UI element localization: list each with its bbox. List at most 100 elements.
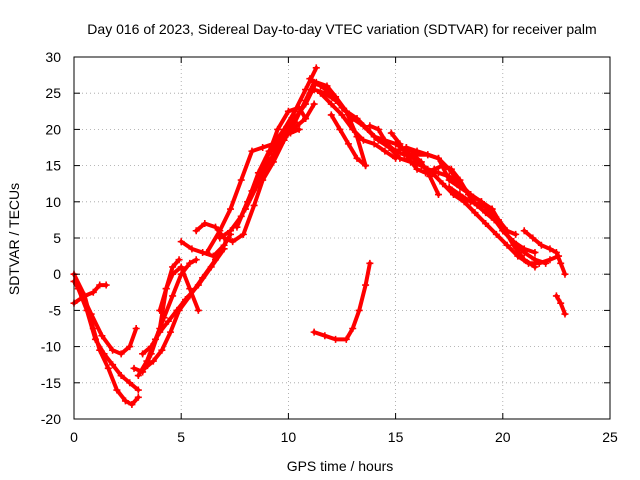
data-point [83, 306, 91, 314]
x-tick-label: 15 [388, 429, 404, 445]
data-point [117, 350, 125, 358]
data-point [338, 111, 346, 119]
data-point [239, 230, 247, 238]
data-point [349, 325, 357, 332]
data-point [531, 263, 539, 271]
data-point [132, 325, 140, 332]
data-point [89, 288, 97, 296]
data-point [355, 306, 363, 314]
data-point [503, 227, 511, 235]
data-point [381, 147, 389, 155]
data-point [310, 86, 318, 94]
data-point [130, 364, 138, 372]
series-group [70, 64, 569, 409]
data-point [156, 306, 164, 314]
y-tick-label: -5 [49, 302, 62, 318]
data-point [317, 89, 325, 97]
data-point [229, 238, 237, 246]
series-points-sat-u [310, 259, 374, 343]
data-point [342, 335, 350, 343]
data-point [216, 227, 224, 235]
series-points-sat-ac [552, 292, 569, 318]
data-point [467, 198, 475, 206]
series-line-sat-f [136, 257, 199, 378]
data-point [160, 314, 168, 322]
data-point [192, 227, 200, 235]
y-tick-label: -15 [41, 375, 61, 391]
data-point [546, 245, 554, 253]
data-point [310, 328, 318, 336]
data-point [503, 241, 511, 249]
data-point [158, 346, 166, 354]
data-point [186, 259, 194, 267]
x-tick-label: 5 [177, 429, 185, 445]
data-point [302, 115, 310, 123]
data-point [392, 154, 400, 162]
data-point [169, 270, 177, 278]
data-point [293, 122, 301, 130]
data-point [557, 259, 565, 267]
data-point [529, 234, 537, 242]
y-tick-label: -20 [41, 411, 61, 427]
data-point [227, 227, 235, 235]
x-tick-label: 10 [281, 429, 297, 445]
data-point [175, 256, 183, 264]
data-point [267, 147, 275, 155]
data-point [387, 129, 395, 137]
data-point [434, 169, 442, 177]
data-point [362, 281, 370, 289]
data-point [128, 401, 136, 409]
data-point [147, 343, 155, 351]
data-point [291, 115, 299, 123]
series-points-sat-h [156, 263, 202, 314]
data-point [169, 292, 177, 300]
data-point [227, 205, 235, 213]
data-point [456, 183, 464, 191]
data-point [557, 299, 565, 307]
x-tick-label: 20 [495, 429, 511, 445]
data-point [91, 335, 99, 343]
data-point [252, 183, 260, 191]
data-point [353, 115, 361, 123]
data-point [141, 364, 149, 372]
series-line-sat-s [318, 91, 398, 161]
data-point [327, 111, 335, 119]
data-point [212, 256, 220, 264]
data-point [383, 140, 391, 148]
data-point [486, 205, 494, 213]
data-point [332, 96, 340, 104]
series-points-sat-r [310, 86, 563, 267]
data-point [495, 216, 503, 224]
data-point [250, 201, 258, 209]
data-point [434, 191, 442, 199]
data-point [321, 332, 329, 340]
data-point [520, 256, 528, 264]
data-point [510, 238, 518, 246]
data-point [552, 248, 560, 256]
data-point [188, 245, 196, 253]
data-point [417, 158, 425, 166]
data-point [166, 328, 174, 336]
y-tick-label: -10 [41, 339, 61, 355]
data-point [366, 259, 374, 267]
data-point [134, 386, 142, 394]
data-point [467, 191, 475, 199]
data-point [424, 151, 432, 159]
data-point [100, 350, 108, 358]
data-point [259, 144, 267, 151]
data-point [302, 100, 310, 108]
data-point [104, 364, 112, 372]
series-points-sat-o [242, 104, 310, 213]
y-tick-label: 5 [53, 230, 61, 246]
data-point [477, 198, 485, 206]
data-point [186, 285, 194, 293]
data-point [404, 154, 412, 162]
data-point [109, 361, 117, 369]
data-point [374, 125, 382, 133]
data-point [413, 151, 421, 159]
data-point [284, 107, 292, 115]
series-line-sat-d [76, 286, 141, 392]
x-tick-label: 25 [602, 429, 618, 445]
y-tick-label: 15 [45, 158, 61, 174]
x-tick-label: 0 [70, 429, 78, 445]
